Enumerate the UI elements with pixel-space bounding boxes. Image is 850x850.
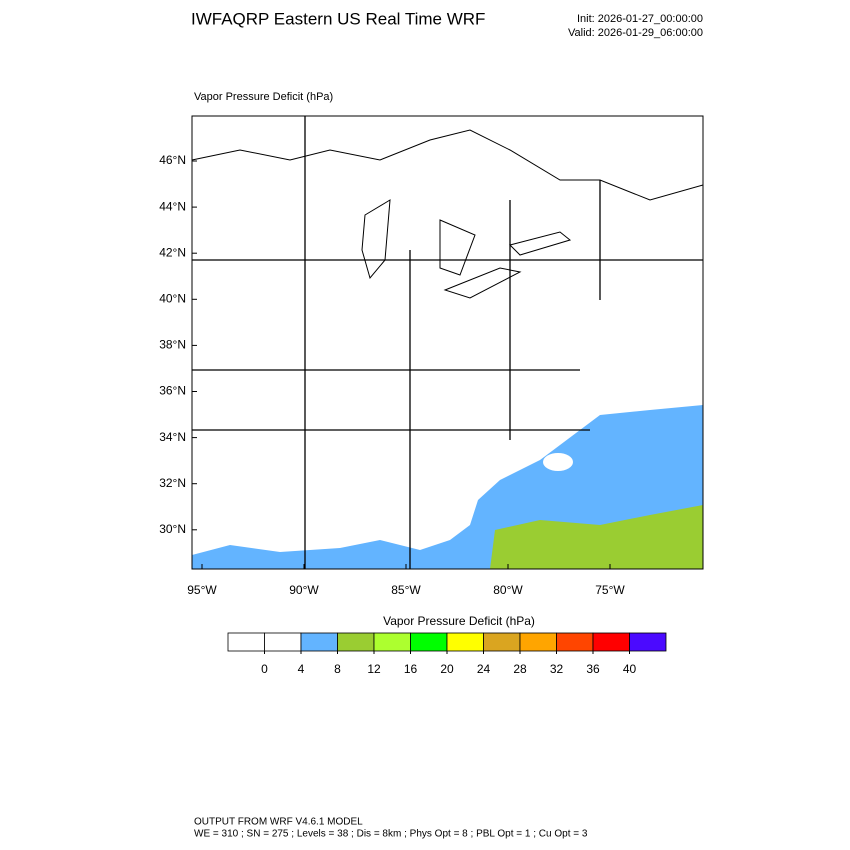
colorbar-label: 20 bbox=[440, 662, 454, 676]
lon-label: 90°W bbox=[289, 583, 319, 597]
lake-huron bbox=[439, 219, 476, 276]
colorbar-label: 28 bbox=[513, 662, 527, 676]
colorbar-label: 12 bbox=[367, 662, 381, 676]
init-time: Init: 2026-01-27_00:00:00 bbox=[577, 13, 703, 25]
lat-label: 38°N bbox=[159, 338, 186, 352]
valid-time: Valid: 2026-01-29_06:00:00 bbox=[568, 27, 703, 39]
colorbar-label: 16 bbox=[404, 662, 418, 676]
colorbar-label: 0 bbox=[261, 662, 268, 676]
colorbar-box bbox=[556, 632, 594, 652]
state-borders bbox=[192, 116, 703, 569]
colorbar-label: 36 bbox=[586, 662, 600, 676]
lat-label: 44°N bbox=[159, 199, 186, 213]
colorbar-label: 32 bbox=[550, 662, 564, 676]
lat-label: 40°N bbox=[159, 291, 186, 305]
lake-erie bbox=[443, 267, 522, 299]
colorbar-title: Vapor Pressure Deficit (hPa) bbox=[383, 614, 535, 628]
colorbar-box bbox=[629, 632, 667, 652]
lat-label: 32°N bbox=[159, 476, 186, 490]
colorbar-box bbox=[264, 632, 302, 652]
lon-label: 85°W bbox=[391, 583, 421, 597]
lat-label: 30°N bbox=[159, 522, 186, 536]
map bbox=[191, 115, 704, 570]
lake-michigan bbox=[361, 199, 391, 280]
lon-label: 75°W bbox=[595, 583, 625, 597]
lat-label: 46°N bbox=[159, 153, 186, 167]
colorbar-box bbox=[227, 632, 265, 652]
colorbar-label: 24 bbox=[477, 662, 491, 676]
colorbar-label: 8 bbox=[334, 662, 341, 676]
great-lakes-outline bbox=[191, 115, 704, 201]
colorbar-box bbox=[592, 632, 630, 652]
map-frame bbox=[191, 115, 704, 570]
lake-ontario bbox=[509, 231, 572, 256]
lat-label: 42°N bbox=[159, 245, 186, 259]
green-region bbox=[490, 505, 703, 569]
colorbar-box bbox=[483, 632, 521, 652]
clear-patch bbox=[543, 453, 573, 471]
colorbar-box bbox=[337, 632, 375, 652]
colorbar-box bbox=[446, 632, 484, 652]
colorbar-box bbox=[300, 632, 338, 652]
title: IWFAQRP Eastern US Real Time WRF bbox=[191, 9, 485, 28]
lon-label: 80°W bbox=[493, 583, 523, 597]
colorbar-label: 40 bbox=[623, 662, 637, 676]
footer-line: OUTPUT FROM WRF V4.6.1 MODEL bbox=[194, 817, 363, 828]
plot-label: Vapor Pressure Deficit (hPa) bbox=[194, 91, 333, 103]
lat-label: 36°N bbox=[159, 384, 186, 398]
colorbar-label: 4 bbox=[298, 662, 305, 676]
colorbar-box bbox=[519, 632, 557, 652]
lat-label: 34°N bbox=[159, 430, 186, 444]
footer-line: WE = 310 ; SN = 275 ; Levels = 38 ; Dis … bbox=[194, 829, 588, 840]
colorbar-box bbox=[410, 632, 448, 652]
lon-label: 95°W bbox=[187, 583, 217, 597]
colorbar-box bbox=[373, 632, 411, 652]
